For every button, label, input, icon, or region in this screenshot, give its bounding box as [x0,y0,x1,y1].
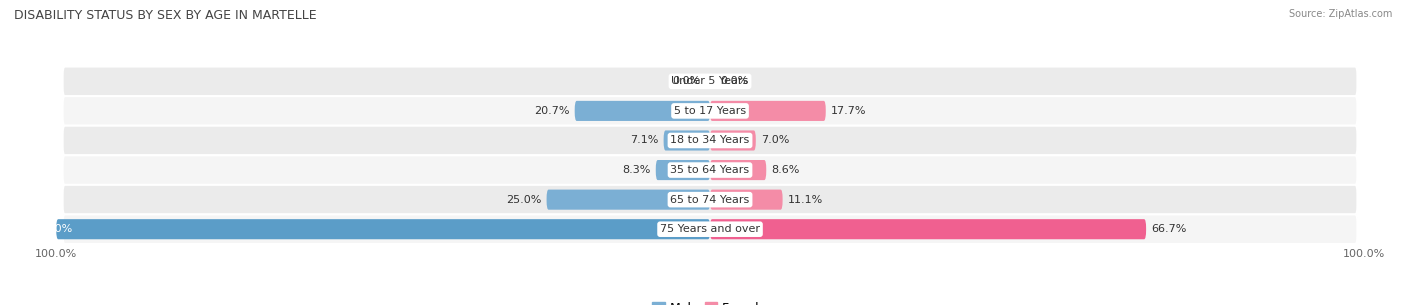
Text: 8.6%: 8.6% [772,165,800,175]
Text: 25.0%: 25.0% [506,195,541,205]
FancyBboxPatch shape [710,219,1146,239]
Text: 5 to 17 Years: 5 to 17 Years [673,106,747,116]
Text: 17.7%: 17.7% [831,106,866,116]
FancyBboxPatch shape [63,66,1357,96]
FancyBboxPatch shape [655,160,710,180]
FancyBboxPatch shape [63,155,1357,185]
FancyBboxPatch shape [710,190,783,210]
Text: 18 to 34 Years: 18 to 34 Years [671,135,749,145]
FancyBboxPatch shape [547,190,710,210]
Text: 100.0%: 100.0% [31,224,73,234]
Text: 75 Years and over: 75 Years and over [659,224,761,234]
FancyBboxPatch shape [63,185,1357,214]
Text: 11.1%: 11.1% [787,195,823,205]
Text: DISABILITY STATUS BY SEX BY AGE IN MARTELLE: DISABILITY STATUS BY SEX BY AGE IN MARTE… [14,9,316,22]
Text: 7.0%: 7.0% [761,135,789,145]
Legend: Male, Female: Male, Female [648,297,772,305]
Text: Under 5 Years: Under 5 Years [672,76,748,86]
FancyBboxPatch shape [63,214,1357,244]
Text: 0.0%: 0.0% [672,76,700,86]
FancyBboxPatch shape [63,96,1357,126]
FancyBboxPatch shape [710,131,756,151]
FancyBboxPatch shape [710,160,766,180]
FancyBboxPatch shape [710,101,825,121]
Text: 66.7%: 66.7% [1152,224,1187,234]
Text: 0.0%: 0.0% [720,76,748,86]
Text: 7.1%: 7.1% [630,135,658,145]
Text: Source: ZipAtlas.com: Source: ZipAtlas.com [1288,9,1392,19]
Text: 20.7%: 20.7% [534,106,569,116]
FancyBboxPatch shape [56,219,710,239]
Text: 35 to 64 Years: 35 to 64 Years [671,165,749,175]
FancyBboxPatch shape [63,126,1357,155]
Text: 65 to 74 Years: 65 to 74 Years [671,195,749,205]
FancyBboxPatch shape [664,131,710,151]
FancyBboxPatch shape [575,101,710,121]
Text: 8.3%: 8.3% [623,165,651,175]
